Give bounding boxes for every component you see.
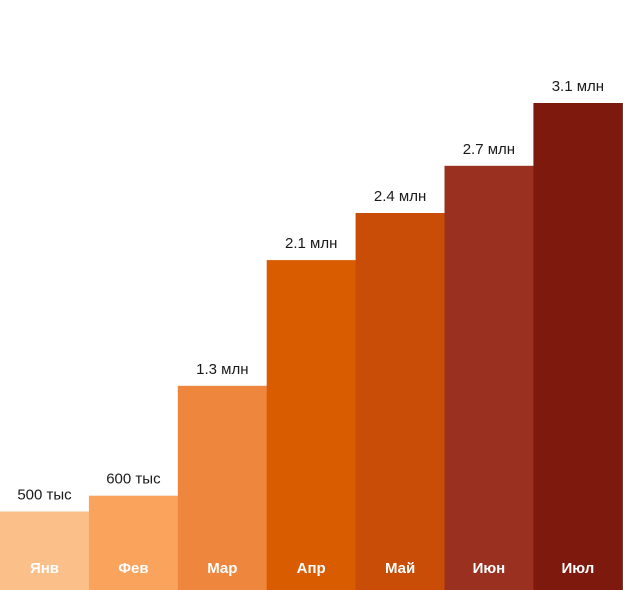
- value-label-3: 1.3 млн: [196, 361, 248, 378]
- category-label-4: Апр: [297, 560, 326, 577]
- value-label-4: 2.1 млн: [285, 235, 337, 252]
- bar-6: [444, 165, 534, 590]
- category-label-2: Фев: [118, 560, 148, 577]
- category-label-7: Июл: [562, 560, 595, 577]
- bar-3: [177, 385, 268, 590]
- category-label-5: Май: [385, 560, 415, 577]
- category-label-3: Мар: [207, 560, 237, 577]
- bar-2: [88, 495, 179, 590]
- bar-5: [355, 213, 446, 590]
- value-label-2: 600 тыс: [106, 471, 161, 488]
- value-label-5: 2.4 млн: [374, 188, 426, 205]
- bar-1: [0, 511, 90, 590]
- category-label-1: Янв: [30, 560, 59, 577]
- category-label-6: Июн: [473, 560, 506, 577]
- value-label-6: 2.7 млн: [463, 141, 515, 158]
- bar-7: [533, 103, 623, 590]
- value-label-7: 3.1 млн: [552, 78, 604, 95]
- value-label-1: 500 тыс: [17, 487, 72, 504]
- bar-4: [266, 260, 357, 590]
